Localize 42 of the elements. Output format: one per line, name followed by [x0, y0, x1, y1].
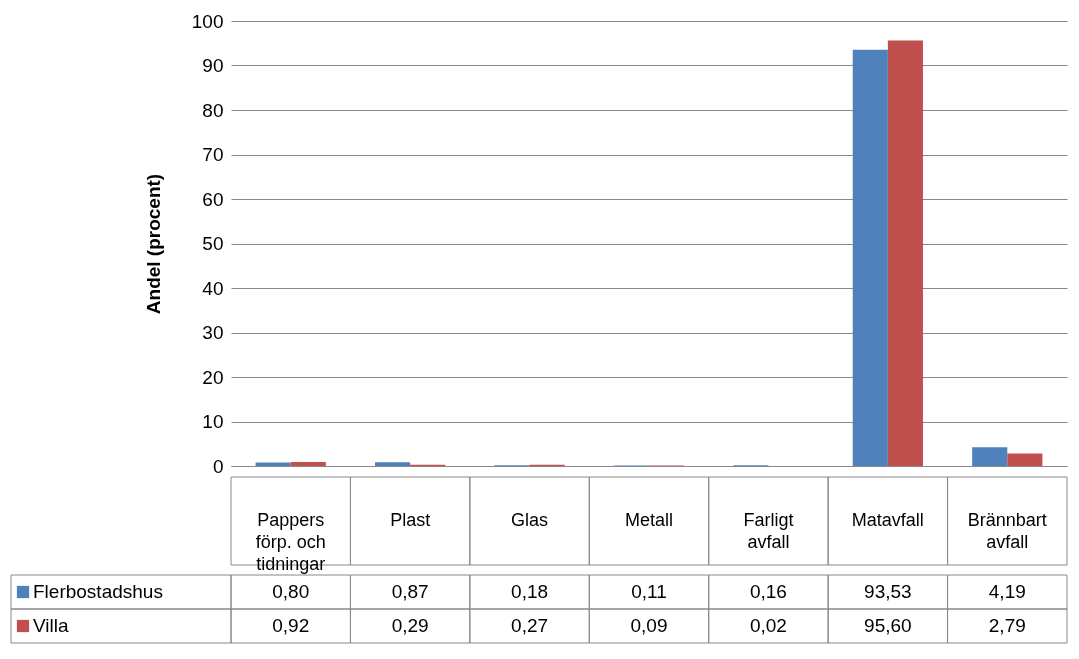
data-label: 0,29	[391, 615, 429, 636]
data-label: 0,09	[630, 615, 668, 636]
y-tick-label: 60	[202, 188, 224, 210]
x-tick-label: Farligt avfall	[743, 510, 794, 552]
y-tick-label: 70	[202, 144, 224, 165]
x-tick-label: Metall	[624, 510, 674, 530]
y-axis-title: Andel (procent)	[142, 173, 164, 315]
data-label: 0,18	[511, 581, 549, 602]
data-label: 2,79	[988, 615, 1026, 636]
data-label: 0,27	[511, 615, 549, 636]
y-tick-label: 80	[202, 99, 224, 121]
bar	[290, 461, 326, 466]
y-tick-label: 0	[212, 455, 224, 477]
bar	[887, 40, 923, 466]
data-label: 95,60	[864, 615, 912, 636]
x-tick-label: Pappers förp. och tidningar	[255, 510, 326, 574]
x-tick-label: Matavfall	[851, 510, 924, 530]
data-label: 0,11	[631, 581, 667, 602]
data-label: 0,16	[749, 581, 787, 602]
y-tick-label: 40	[202, 277, 224, 299]
y-tick-label: 90	[202, 55, 224, 76]
data-label: 0,92	[272, 615, 310, 636]
bar	[852, 49, 888, 466]
bar	[255, 462, 291, 466]
data-label: 0,87	[391, 581, 429, 602]
bar	[972, 447, 1008, 466]
bar	[1007, 453, 1043, 466]
legend-label: Villa	[33, 615, 69, 636]
y-tick-label: 100	[191, 10, 224, 32]
x-tick-label: Plast	[390, 510, 431, 530]
y-tick-label: 10	[202, 411, 224, 432]
legend-label: Flerbostadshus	[33, 581, 163, 602]
data-label: 0,80	[272, 581, 310, 602]
y-tick-label: 30	[202, 322, 224, 343]
bar	[375, 462, 411, 466]
y-tick-label: 20	[202, 366, 224, 388]
data-label: 0,02	[749, 615, 787, 636]
x-tick-label: Glas	[511, 510, 549, 530]
data-label: 93,53	[864, 581, 912, 602]
x-tick-label: Brännbart avfall	[967, 510, 1047, 552]
y-tick-label: 50	[202, 233, 224, 254]
data-label: 4,19	[988, 581, 1026, 602]
